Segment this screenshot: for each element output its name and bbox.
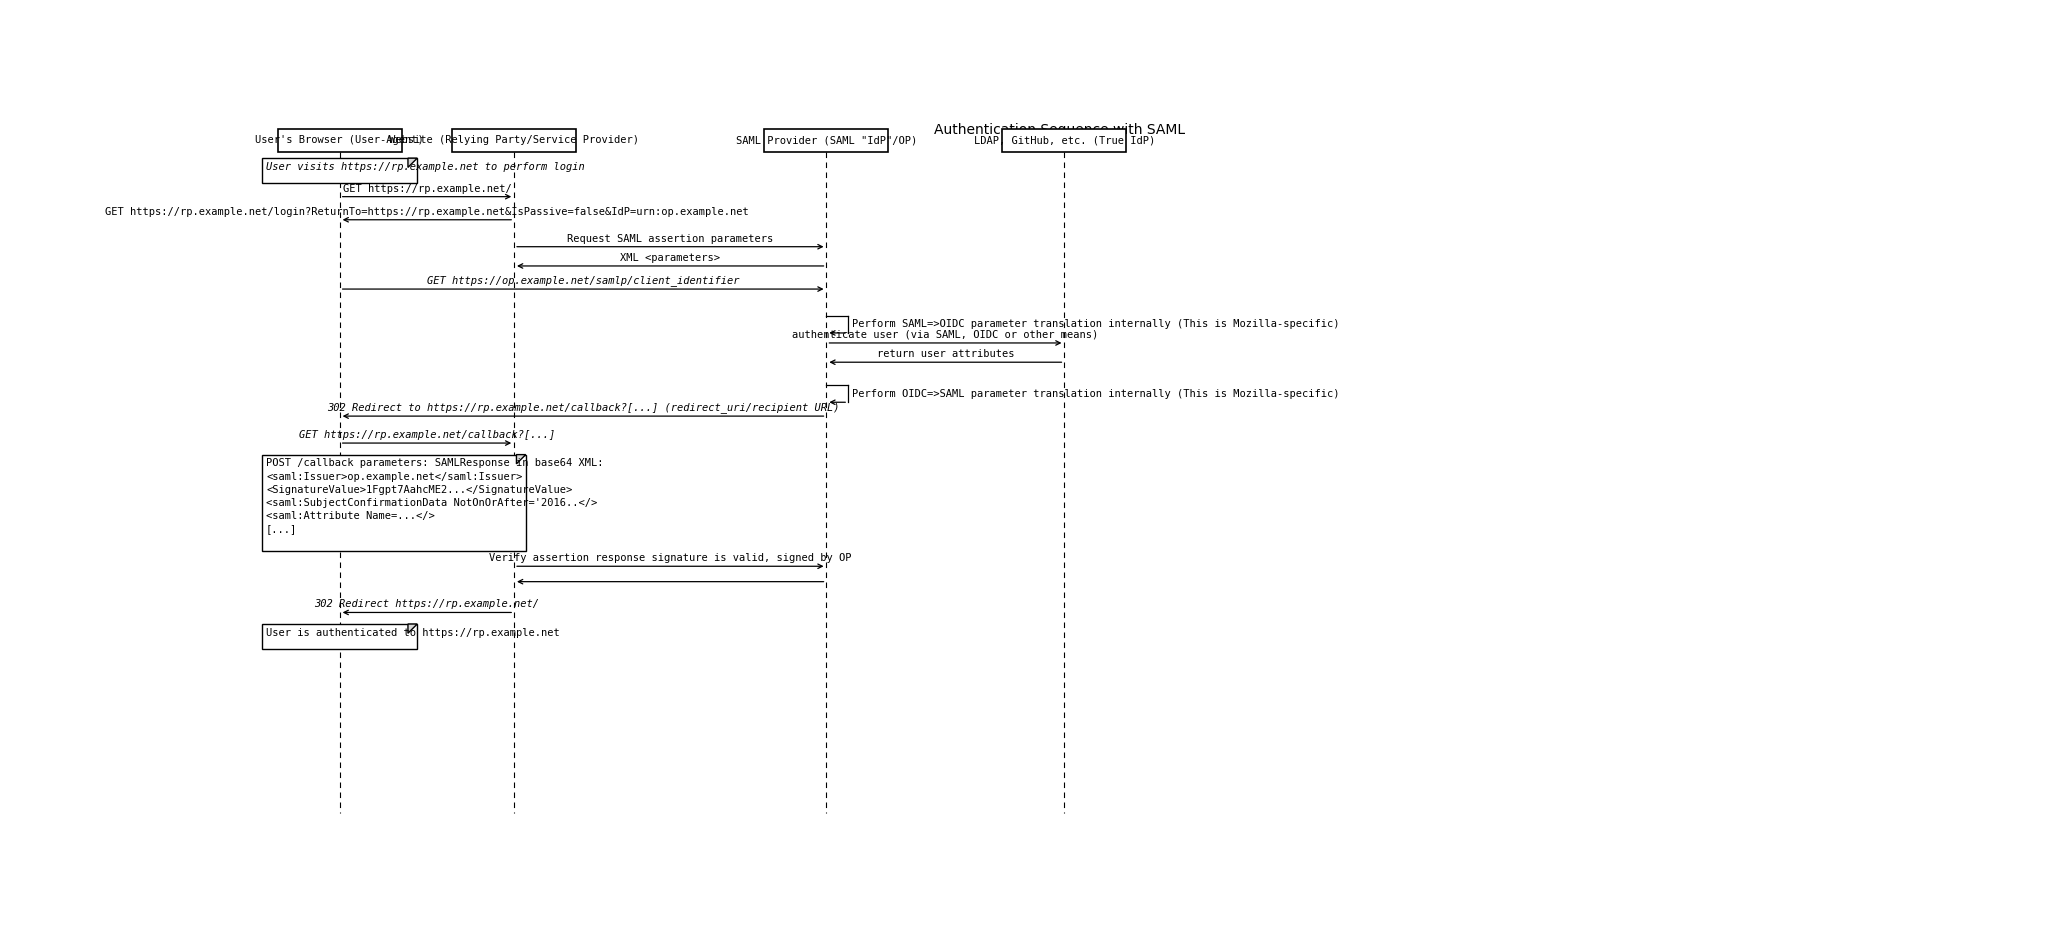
Polygon shape (407, 624, 418, 634)
Text: User is authenticated to https://rp.example.net: User is authenticated to https://rp.exam… (267, 628, 560, 638)
Polygon shape (517, 454, 525, 464)
Text: XML <parameters>: XML <parameters> (620, 253, 719, 263)
Polygon shape (263, 454, 525, 550)
Text: Website (Relying Party/Service Provider): Website (Relying Party/Service Provider) (389, 135, 639, 146)
FancyBboxPatch shape (277, 129, 401, 152)
Text: User visits https://rp.example.net to perform login: User visits https://rp.example.net to pe… (267, 162, 585, 172)
Text: GET https://rp.example.net/: GET https://rp.example.net/ (343, 184, 511, 193)
Text: User's Browser (User-Agent): User's Browser (User-Agent) (256, 135, 424, 146)
Text: Authentication Sequence with SAML: Authentication Sequence with SAML (934, 123, 1184, 137)
Text: Perform OIDC=>SAML parameter translation internally (This is Mozilla-specific): Perform OIDC=>SAML parameter translation… (852, 389, 1339, 398)
Text: 302 Redirect https://rp.example.net/: 302 Redirect https://rp.example.net/ (314, 599, 539, 609)
Text: authenticate user (via SAML, OIDC or other means): authenticate user (via SAML, OIDC or oth… (792, 330, 1098, 340)
Text: GET https://rp.example.net/login?ReturnTo=https://rp.example.net&IsPassive=false: GET https://rp.example.net/login?ReturnT… (105, 207, 748, 216)
Text: Request SAML assertion parameters: Request SAML assertion parameters (566, 233, 773, 244)
Text: SAML Provider (SAML "IdP"/OP): SAML Provider (SAML "IdP"/OP) (736, 135, 918, 146)
Text: POST /callback parameters: SAMLResponse in base64 XML:
<saml:Issuer>op.example.n: POST /callback parameters: SAMLResponse … (267, 458, 604, 535)
Text: GET https://rp.example.net/callback?[...]: GET https://rp.example.net/callback?[...… (300, 430, 556, 440)
Polygon shape (263, 159, 418, 183)
FancyBboxPatch shape (1002, 129, 1127, 152)
Text: Verify assertion response signature is valid, signed by OP: Verify assertion response signature is v… (490, 553, 852, 564)
FancyBboxPatch shape (453, 129, 577, 152)
Polygon shape (407, 159, 418, 167)
Text: LDAP, GitHub, etc. (True IdP): LDAP, GitHub, etc. (True IdP) (974, 135, 1155, 146)
Text: GET https://op.example.net/samlp/client_identifier: GET https://op.example.net/samlp/client_… (428, 275, 740, 286)
FancyBboxPatch shape (765, 129, 889, 152)
Text: 302 Redirect to https://rp.example.net/callback?[...] (redirect_uri/recipient UR: 302 Redirect to https://rp.example.net/c… (327, 402, 839, 413)
Text: Perform SAML=>OIDC parameter translation internally (This is Mozilla-specific): Perform SAML=>OIDC parameter translation… (852, 319, 1339, 329)
Polygon shape (263, 624, 418, 648)
Text: return user attributes: return user attributes (876, 349, 1015, 359)
